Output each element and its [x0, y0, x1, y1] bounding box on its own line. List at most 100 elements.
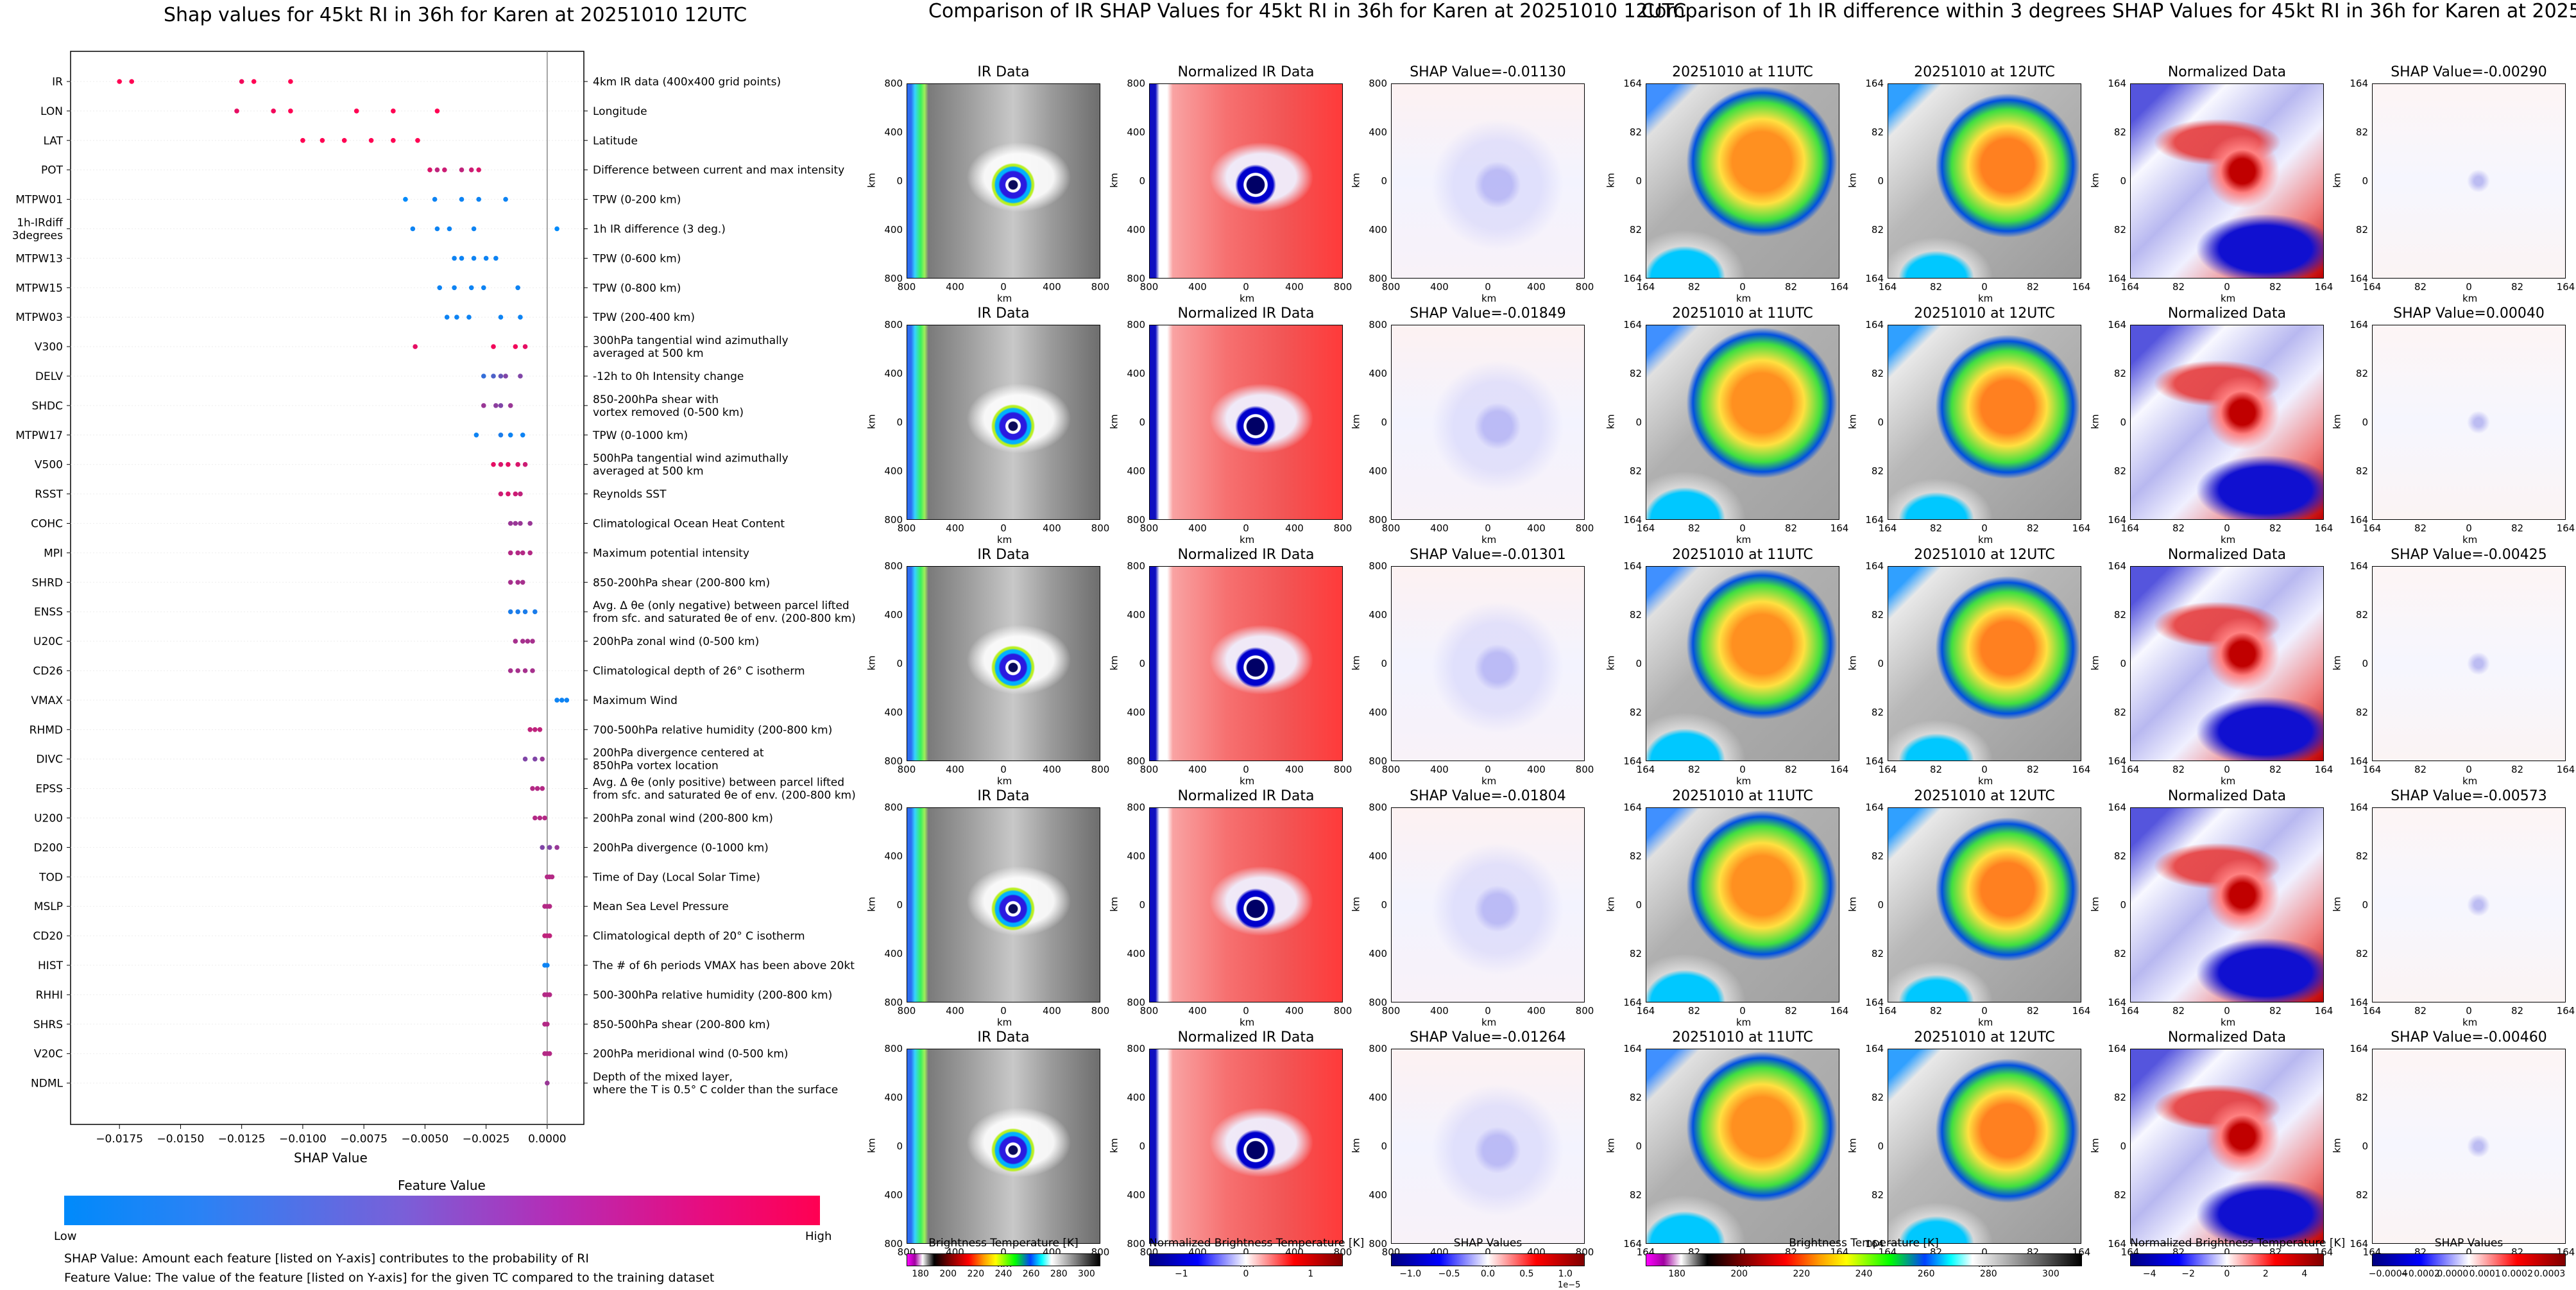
brightness-temp-colorbar [907, 1253, 1100, 1266]
axis-tick-label: 164 [1830, 281, 1849, 293]
x-axis-label: km [1978, 1017, 1993, 1028]
axis-tick-label: 800 [1127, 514, 1145, 526]
axis-tick-label: 400 [1043, 764, 1061, 775]
x-axis-label: km [1481, 775, 1497, 787]
feature-description: TPW (0-600 km) [592, 252, 681, 265]
feature-description: 500-300hPa relative humidity (200-800 km… [593, 989, 832, 1002]
axis-tick-label: 164 [1623, 802, 1642, 813]
axis-tick-label: 800 [884, 1043, 903, 1054]
axis-tick-label: 0 [1877, 175, 1884, 187]
axis-tick-label: 0 [1981, 764, 1988, 775]
shap-point [537, 815, 543, 821]
axis-tick-label: 400 [1430, 764, 1449, 775]
axis-tick-label: 82 [2269, 764, 2282, 775]
axis-tick-label: 400 [1369, 948, 1387, 959]
ir-11utc-panel [1646, 807, 1839, 1002]
axis-tick-label: 800 [884, 273, 903, 284]
y-axis-label: km [1605, 414, 1617, 429]
shap-point [459, 167, 465, 173]
axis-tick-label: 400 [884, 1092, 903, 1103]
feature-description: Difference between current and max inten… [593, 164, 844, 177]
axis-tick-label: 164 [2350, 273, 2368, 284]
x-axis-label: km [1736, 775, 1752, 787]
colorbar-tick-label: −1 [1175, 1269, 1188, 1279]
axis-tick-label: 82 [2113, 1189, 2126, 1201]
feature-description: 200hPa meridional wind (0-500 km) [593, 1048, 789, 1061]
axis-tick-label: 82 [2511, 1005, 2524, 1017]
shap-point [533, 815, 538, 821]
shap-point [515, 461, 520, 467]
panel-title-diff-shap: SHAP Value=-0.00425 [2391, 547, 2547, 563]
axis-tick-label: 82 [1629, 465, 1642, 477]
axis-tick-label: 0 [1485, 764, 1491, 775]
shap-xlabel: SHAP Value [294, 1150, 368, 1165]
panel-title-norm-ir: Normalized IR Data [1177, 64, 1315, 80]
x-axis-label: km [2221, 534, 2236, 546]
axis-tick-label: 0 [2120, 658, 2126, 669]
feature-name: V300 [35, 341, 63, 354]
axis-tick-label: 800 [1091, 764, 1110, 775]
axis-tick-label: 164 [1865, 1043, 1884, 1054]
y-axis-label: km [2089, 1138, 2101, 1153]
colorbar-tick-label: −1.0 [1399, 1269, 1422, 1279]
shap-point [498, 403, 504, 408]
shap-point [320, 138, 325, 143]
normalized-ir-panel [1149, 566, 1343, 761]
axis-tick-label: 164 [2350, 560, 2368, 572]
panel-title-diff-shap: SHAP Value=-0.00460 [2391, 1029, 2547, 1045]
panel-title-12utc: 20251010 at 12UTC [1914, 788, 2055, 804]
axis-tick-label: 82 [1871, 948, 1884, 959]
colorbar-tick-label: −0.5 [1438, 1269, 1460, 1279]
axis-tick-label: 800 [884, 1238, 903, 1250]
shap-point [520, 550, 525, 556]
y-axis-label: km [2331, 655, 2343, 671]
normalized-ir-panel [1149, 83, 1343, 279]
y-axis-label: km [2089, 655, 2101, 671]
axis-tick-label: 164 [1623, 1238, 1642, 1250]
x-axis-label: km [1736, 293, 1752, 304]
axis-tick-label: 82 [1871, 850, 1884, 862]
diff-shap-panel [2372, 83, 2566, 279]
axis-tick-label: 800 [1381, 522, 1401, 534]
diff-brightness-colorbar [1646, 1253, 2082, 1266]
axis-tick-label: 164 [1623, 273, 1642, 284]
axis-tick-label: 82 [2511, 281, 2524, 293]
axis-tick-label: 164 [2556, 1005, 2575, 1017]
axis-tick-label: 0 [1635, 1140, 1642, 1152]
colorbar-exponent: 1e−5 [1558, 1280, 1581, 1290]
axis-tick-label: 0 [2120, 175, 2126, 187]
panel-title-ir: IR Data [977, 1029, 1030, 1045]
shap-point [481, 374, 486, 379]
axis-tick-label: 164 [2362, 522, 2382, 534]
panel-title-11utc: 20251010 at 11UTC [1672, 64, 1813, 80]
axis-tick-label: 800 [1575, 1005, 1594, 1017]
axis-tick-label: 0 [1243, 764, 1249, 775]
axis-tick-label: 82 [1871, 368, 1884, 379]
x-axis-label: km [1978, 293, 1993, 304]
axis-tick-label: 164 [1878, 764, 1897, 775]
axis-tick-label: 400 [1127, 1092, 1145, 1103]
axis-tick-label: 82 [1784, 281, 1798, 293]
axis-tick-label: 164 [2314, 1005, 2333, 1017]
shap-point [432, 196, 438, 202]
shap-point [117, 79, 122, 84]
panel-title-12utc: 20251010 at 12UTC [1914, 64, 2055, 80]
x-axis-label: km [1736, 1017, 1752, 1028]
axis-tick-label: 400 [1188, 522, 1207, 534]
shap-point [522, 461, 528, 467]
shap-point [515, 550, 520, 556]
axis-tick-label: 164 [2350, 755, 2368, 767]
axis-tick-label: 0 [1139, 658, 1145, 669]
axis-tick-label: 400 [1127, 948, 1145, 959]
shap-point [513, 344, 518, 349]
shap-point [520, 433, 525, 438]
colorbar-tick-label: 4 [2301, 1269, 2308, 1279]
x-axis-label: km [1240, 1017, 1255, 1028]
shap-point [427, 167, 432, 173]
x-axis-label: km [997, 1017, 1012, 1028]
axis-tick-label: 82 [2355, 707, 2368, 718]
feature-description: TPW (0-200 km) [592, 194, 681, 207]
axis-tick-label: 800 [1127, 755, 1145, 767]
axis-tick-label: 164 [2350, 78, 2368, 89]
shap-point [493, 403, 499, 408]
